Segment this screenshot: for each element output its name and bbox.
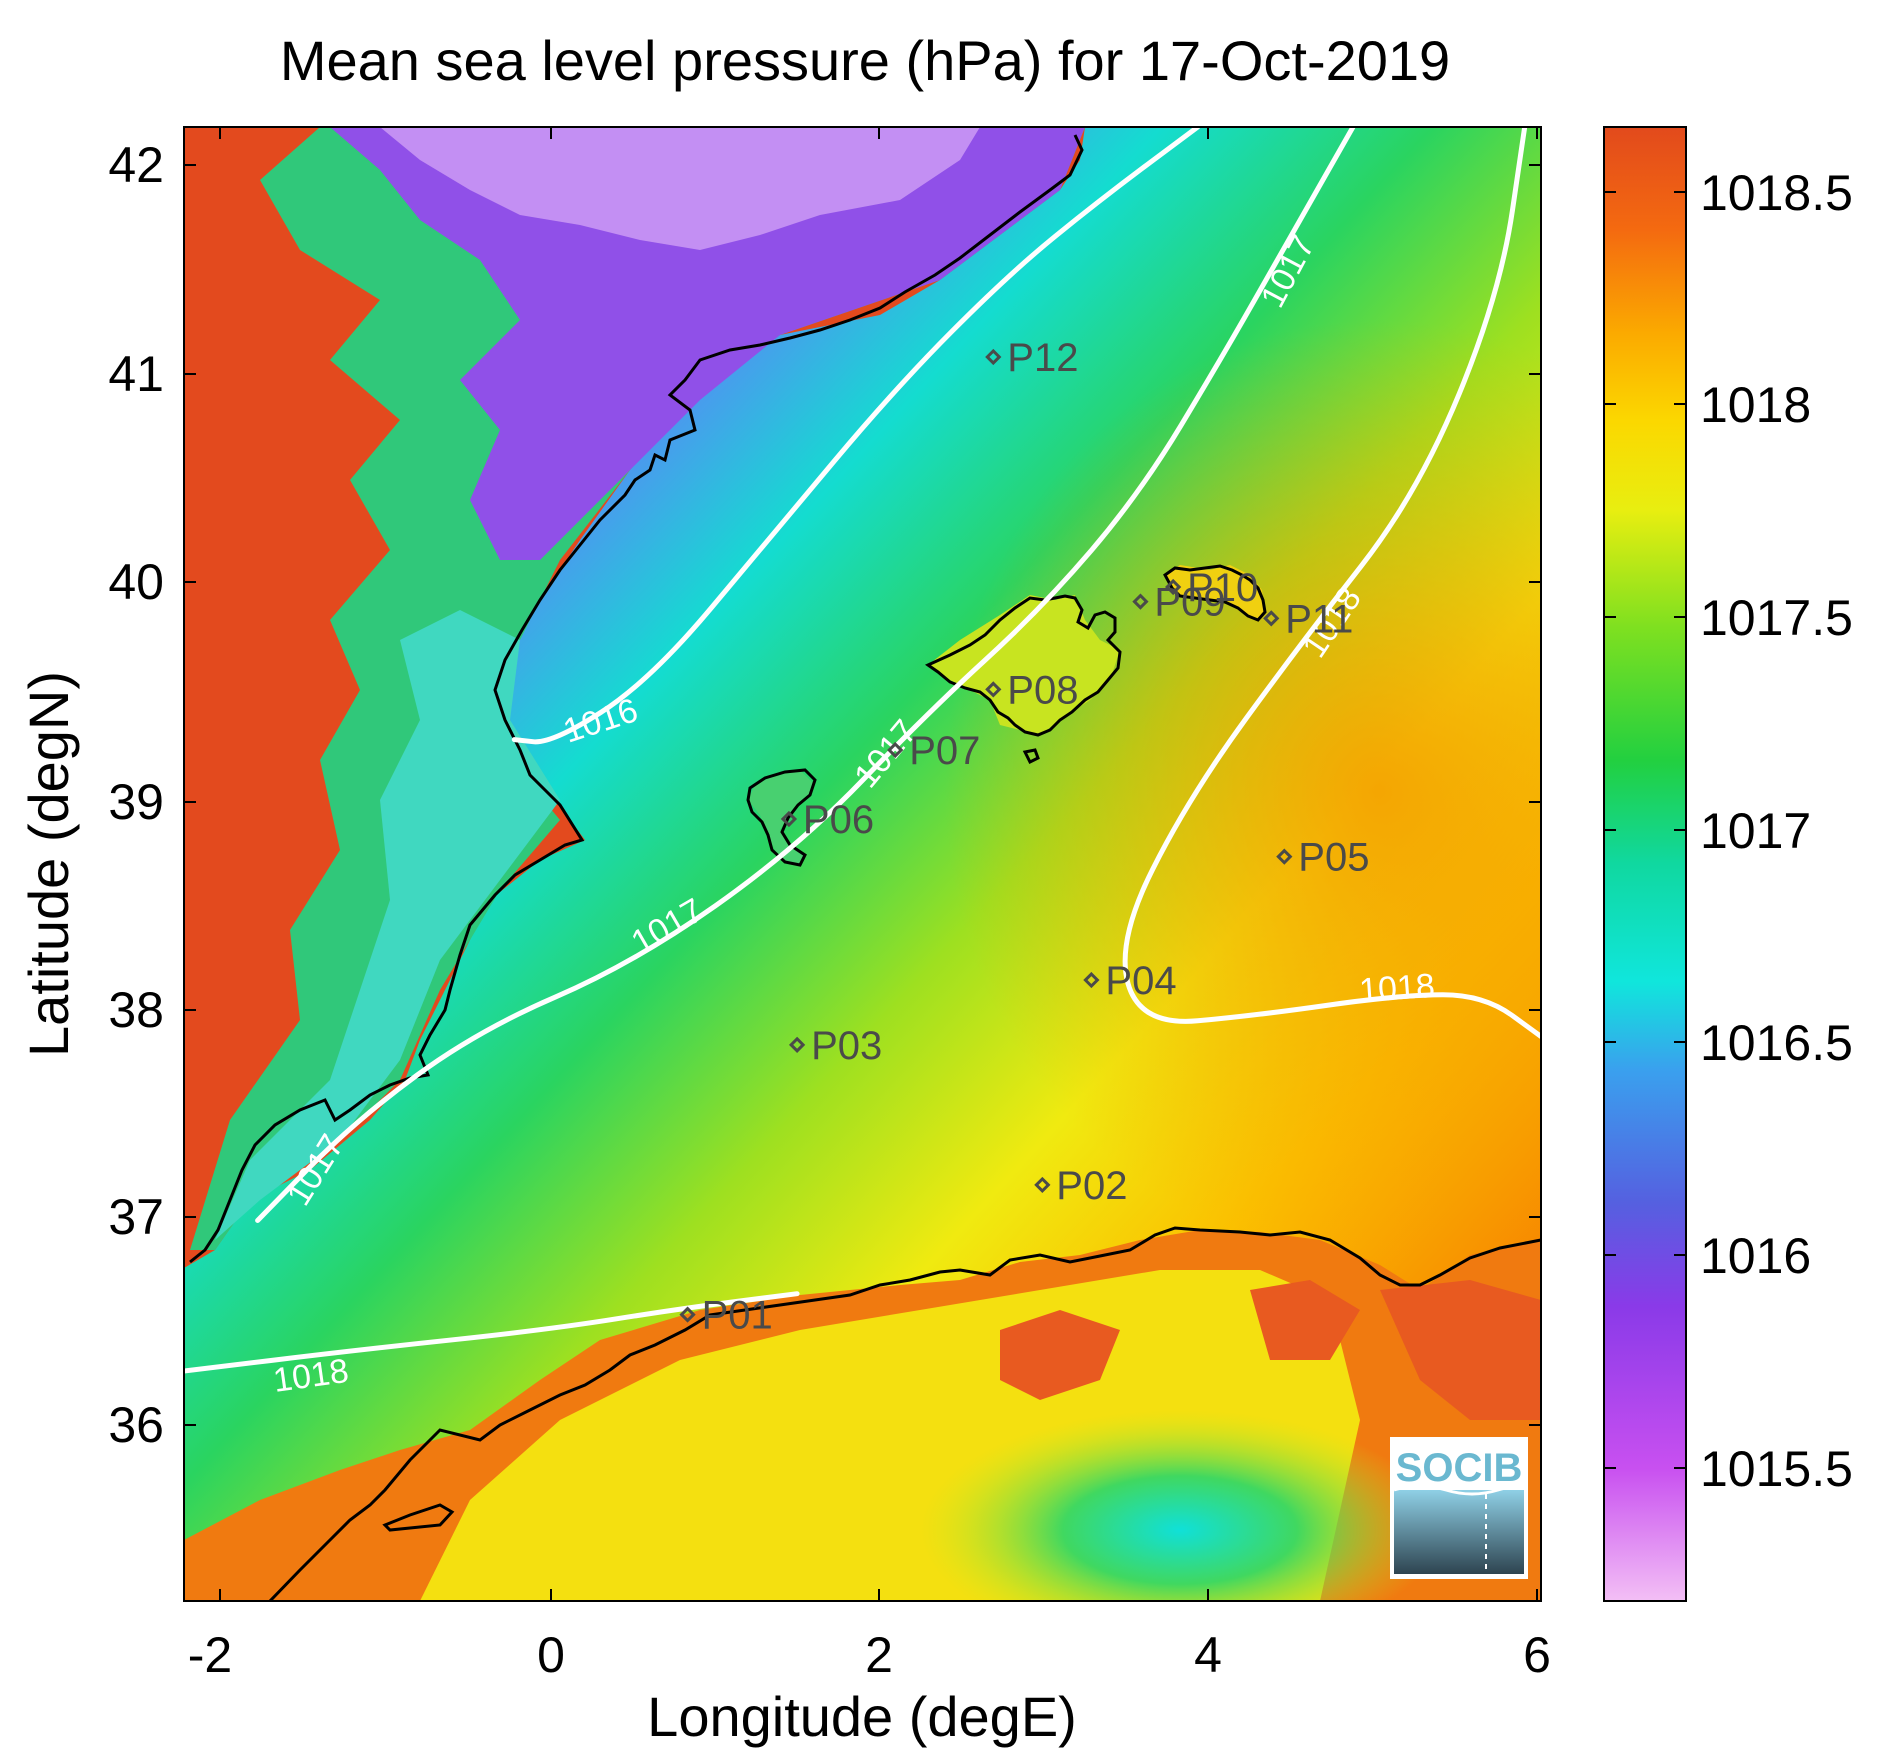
- station-label: P01: [702, 1294, 773, 1338]
- map-frame: [183, 126, 1542, 1602]
- y-axis-label: Latitude (degN): [17, 671, 80, 1057]
- map-ticks: [184, 127, 1541, 1601]
- x-axis-label: Longitude (degE): [647, 1685, 1077, 1748]
- y-tick-label: 38: [108, 982, 164, 1038]
- ibiza-land: [748, 770, 815, 865]
- menorca-land: [1165, 565, 1265, 620]
- x-tick-label: 6: [1523, 1627, 1551, 1683]
- station-p10[interactable]: P10: [1165, 566, 1258, 610]
- cabrera-coastline: [1022, 748, 1040, 765]
- station-marker: [1165, 578, 1182, 596]
- station-p02[interactable]: P02: [1034, 1164, 1127, 1208]
- colorbar-gradient: [1603, 126, 1687, 1602]
- africa-land-red: [1000, 1280, 1541, 1420]
- y-tick-label: 42: [108, 137, 164, 193]
- iberia-coastline: [189, 134, 1084, 1264]
- station-marker: [1263, 610, 1280, 627]
- station-p11[interactable]: P11: [1263, 597, 1353, 641]
- colorbar-tick-label: 1016.5: [1700, 1015, 1853, 1071]
- y-tick-label: 40: [108, 554, 164, 610]
- colorbar-tick-label: 1017.5: [1700, 590, 1853, 646]
- station-marker: [887, 741, 904, 759]
- socib-logo-image: [1394, 1490, 1524, 1574]
- contour-label-1018-b: 1018: [1358, 967, 1436, 1010]
- station-marker: [985, 681, 1002, 698]
- station-marker: [780, 810, 798, 828]
- colorbar-tick-label: 1016: [1700, 1228, 1811, 1284]
- station-marker: [1132, 593, 1149, 610]
- x-tick-label: 2: [865, 1627, 893, 1683]
- station-label: P06: [803, 798, 874, 842]
- socib-logo-wave: [1393, 1484, 1526, 1496]
- station-marker: [788, 1036, 806, 1053]
- station-p06[interactable]: P06: [780, 798, 874, 842]
- alboran-coastline: [382, 1503, 455, 1532]
- station-label: P05: [1298, 836, 1369, 880]
- station-label: P10: [1187, 566, 1258, 610]
- iberia-land-pale: [380, 127, 980, 250]
- iberia-land-violet: [330, 127, 1085, 560]
- station-marker: [679, 1306, 696, 1323]
- colorbar-ticks: [1604, 191, 1686, 1469]
- station-label: P03: [811, 1024, 882, 1068]
- menorca-coastline: [1163, 564, 1267, 622]
- station-label: P12: [1007, 336, 1078, 380]
- africa-low-pressure: [920, 1410, 1440, 1601]
- colorbar-tick-label: 1018: [1700, 377, 1811, 433]
- iberia-land-cyan: [215, 610, 560, 1240]
- x-tick-label: 0: [537, 1627, 565, 1683]
- station-marker: [1034, 1176, 1051, 1194]
- station-label: P07: [909, 729, 980, 773]
- station-label: P02: [1056, 1164, 1127, 1208]
- station-label: P11: [1285, 597, 1353, 641]
- colorbar: 1015.5 1016 1016.5 1017 1017.5 1018 1018…: [1603, 126, 1853, 1602]
- y-tick-label: 36: [108, 1397, 164, 1453]
- mallorca-coastline: [924, 594, 1122, 737]
- station-p03[interactable]: P03: [788, 1024, 882, 1068]
- socib-logo-text: SOCIB: [1396, 1446, 1523, 1490]
- y-tick-labels: 36 37 38 39 40 41 42: [108, 137, 164, 1453]
- map-panel: 1016 1017 1017 1017 1017 1018 1018 1018 …: [184, 127, 1541, 1601]
- y-tick-label: 37: [108, 1189, 164, 1245]
- station-p08[interactable]: P08: [985, 668, 1078, 712]
- chart-title: Mean sea level pressure (hPa) for 17-Oct…: [280, 29, 1450, 92]
- x-tick-labels: -2 0 2 4 6: [188, 1627, 1551, 1683]
- mallorca-land: [928, 595, 1120, 735]
- x-tick-label: 4: [1194, 1627, 1222, 1683]
- isobar-1018-2: [184, 1291, 800, 1374]
- x-tick-label: -2: [188, 1627, 232, 1683]
- colorbar-tick-labels: 1015.5 1016 1016.5 1017 1017.5 1018 1018…: [1700, 165, 1853, 1497]
- station-p07[interactable]: P07: [887, 729, 980, 773]
- station-marker: [1276, 848, 1293, 865]
- colorbar-tick-label: 1018.5: [1700, 165, 1853, 221]
- station-p01[interactable]: P01: [679, 1294, 773, 1338]
- station-label: P04: [1105, 959, 1176, 1003]
- socib-logo: SOCIB: [1390, 1437, 1528, 1579]
- y-tick-label: 39: [108, 774, 164, 830]
- colorbar-tick-label: 1017: [1700, 803, 1811, 859]
- isobar-1017-1: [255, 127, 1356, 1223]
- station-p05[interactable]: P05: [1276, 836, 1369, 880]
- station-p04[interactable]: P04: [1083, 959, 1177, 1003]
- colorbar-tick-label: 1015.5: [1700, 1441, 1853, 1497]
- y-tick-label: 41: [108, 346, 164, 402]
- station-label: P08: [1007, 668, 1078, 712]
- africa-coastline: [268, 1226, 1541, 1601]
- station-marker: [985, 348, 1002, 366]
- isobar-1016-0: [511, 127, 1201, 745]
- station-p12[interactable]: P12: [985, 336, 1078, 380]
- isobar-contours: [184, 127, 1541, 1374]
- station-marker: [1083, 971, 1100, 989]
- isobar-1018-3: [1122, 127, 1541, 1039]
